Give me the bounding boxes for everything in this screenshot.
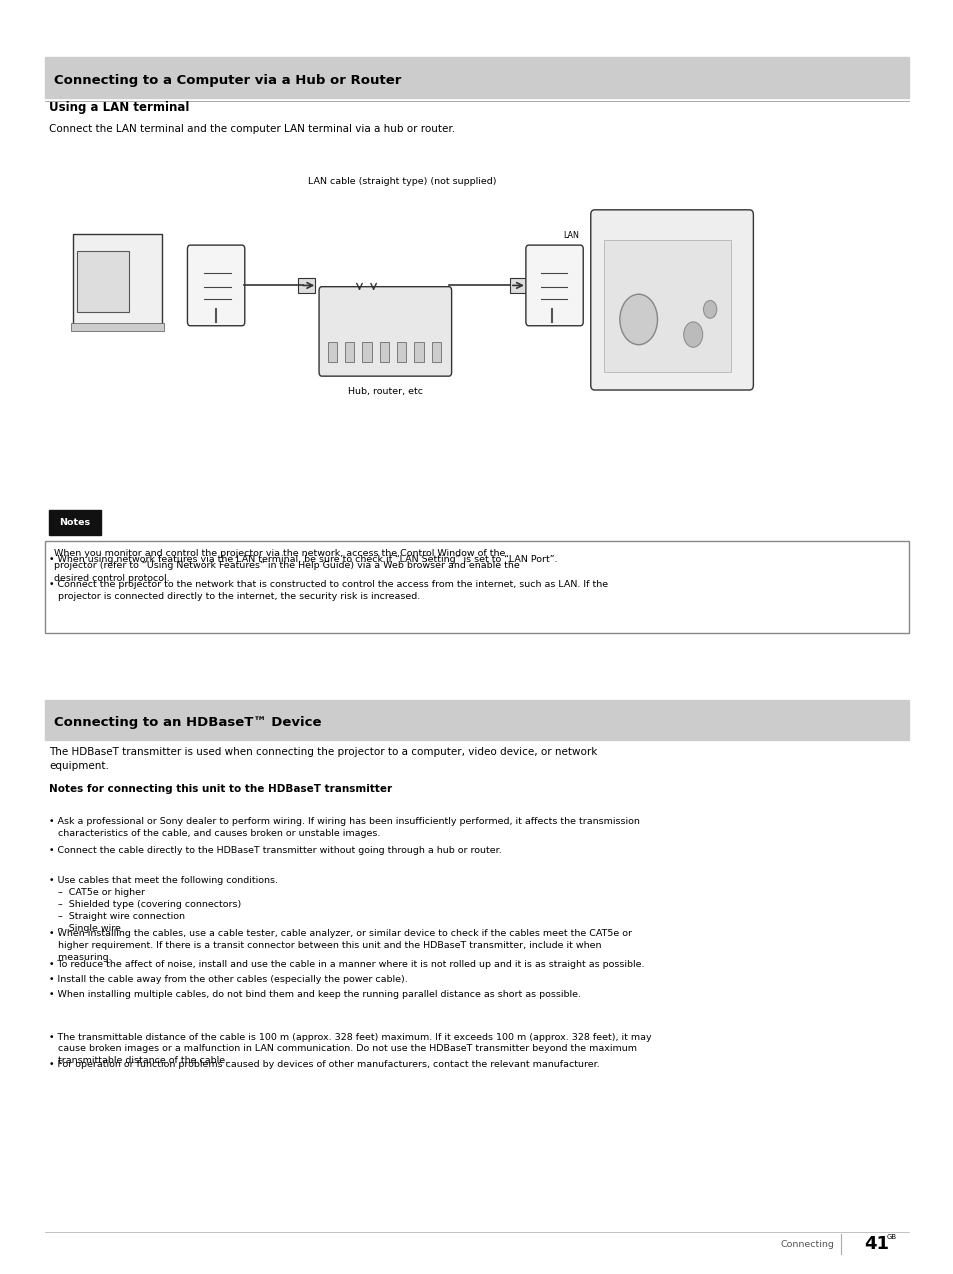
Text: The HDBaseT transmitter is used when connecting the projector to a computer, vid: The HDBaseT transmitter is used when con… xyxy=(50,747,597,771)
Text: • Ask a professional or Sony dealer to perform wiring. If wiring has been insuff: • Ask a professional or Sony dealer to p… xyxy=(50,817,639,838)
Text: Using a LAN terminal: Using a LAN terminal xyxy=(50,102,190,115)
Text: • When using network features via the LAN terminal, be sure to check if “LAN Set: • When using network features via the LA… xyxy=(50,555,558,564)
Bar xyxy=(603,240,730,372)
Bar xyxy=(414,343,423,362)
Text: • When installing the cables, use a cable tester, cable analyzer, or similar dev: • When installing the cables, use a cabl… xyxy=(50,929,632,962)
Bar xyxy=(362,343,372,362)
FancyBboxPatch shape xyxy=(187,245,245,326)
Text: Connecting to an HDBaseT™ Device: Connecting to an HDBaseT™ Device xyxy=(54,716,321,729)
Text: • The transmittable distance of the cable is 100 m (approx. 328 feet) maximum. I: • The transmittable distance of the cabl… xyxy=(50,1033,651,1065)
Text: Notes for connecting this unit to the HDBaseT transmitter: Notes for connecting this unit to the HD… xyxy=(50,785,392,795)
Bar xyxy=(72,233,162,329)
Text: LAN: LAN xyxy=(562,231,578,240)
Text: GB: GB xyxy=(886,1233,896,1240)
Text: • Connect the cable directly to the HDBaseT transmitter without going through a : • Connect the cable directly to the HDBa… xyxy=(50,846,501,855)
Text: Connect the LAN terminal and the computer LAN terminal via a hub or router.: Connect the LAN terminal and the compute… xyxy=(50,124,455,134)
FancyBboxPatch shape xyxy=(318,287,451,376)
Bar xyxy=(327,343,336,362)
Bar xyxy=(345,343,354,362)
Text: LAN cable (straight type) (not supplied): LAN cable (straight type) (not supplied) xyxy=(307,177,496,186)
Bar xyxy=(379,343,389,362)
Text: • Install the cable away from the other cables (especially the power cable).: • Install the cable away from the other … xyxy=(50,975,408,984)
Text: • Connect the projector to the network that is constructed to control the access: • Connect the projector to the network t… xyxy=(50,580,608,601)
Text: • To reduce the affect of noise, install and use the cable in a manner where it : • To reduce the affect of noise, install… xyxy=(50,959,644,968)
Bar xyxy=(45,541,908,633)
Bar xyxy=(71,324,164,331)
Bar xyxy=(396,343,406,362)
Text: When you monitor and control the projector via the network, access the Control W: When you monitor and control the project… xyxy=(54,549,519,582)
Bar xyxy=(298,278,315,293)
Bar xyxy=(77,251,129,312)
Circle shape xyxy=(619,294,657,345)
Text: Connecting to a Computer via a Hub or Router: Connecting to a Computer via a Hub or Ro… xyxy=(54,74,401,87)
Bar xyxy=(50,510,101,535)
Text: • Use cables that meet the following conditions.
   –  CAT5e or higher
   –  Shi: • Use cables that meet the following con… xyxy=(50,877,278,933)
FancyBboxPatch shape xyxy=(590,210,753,390)
Text: • For operation or function problems caused by devices of other manufacturers, c: • For operation or function problems cau… xyxy=(50,1060,599,1069)
FancyBboxPatch shape xyxy=(525,245,582,326)
Text: Notes: Notes xyxy=(59,517,91,527)
Text: • When installing multiple cables, do not bind them and keep the running paralle: • When installing multiple cables, do no… xyxy=(50,990,580,999)
Circle shape xyxy=(702,301,716,318)
Text: Connecting: Connecting xyxy=(780,1240,833,1249)
Bar xyxy=(45,699,908,740)
Bar xyxy=(45,57,908,98)
Bar xyxy=(509,278,526,293)
Circle shape xyxy=(683,322,702,348)
Bar xyxy=(432,343,441,362)
Text: 41: 41 xyxy=(863,1236,888,1254)
Text: Hub, router, etc: Hub, router, etc xyxy=(348,387,422,396)
